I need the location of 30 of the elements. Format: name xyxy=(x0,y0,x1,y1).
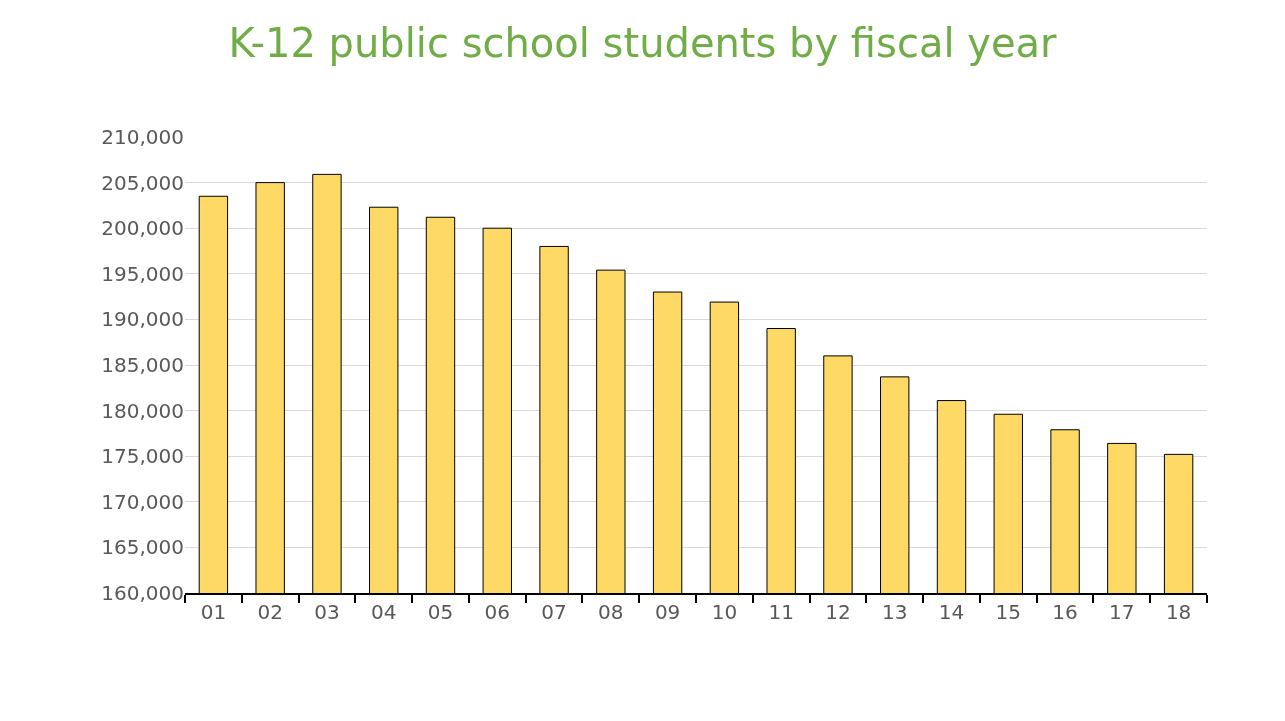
y-tick-label: 195,000 xyxy=(101,261,184,286)
x-tick-label: 14 xyxy=(938,600,965,624)
x-tick-label: 05 xyxy=(427,600,454,624)
x-tick-label: 02 xyxy=(257,600,283,624)
x-tick-label: 11 xyxy=(768,600,794,624)
y-tick-label: 205,000 xyxy=(101,170,184,195)
x-tick-label: 03 xyxy=(314,600,340,624)
y-tick-label: 185,000 xyxy=(101,353,184,377)
y-tick-label: 165,000 xyxy=(101,535,184,560)
chart-title: K-12 public school students by fiscal year xyxy=(228,20,1058,67)
y-tick-label: 175,000 xyxy=(101,444,184,469)
x-tick-label: 17 xyxy=(1109,600,1135,624)
x-tick-label: 08 xyxy=(598,600,624,624)
x-tick-label: 12 xyxy=(825,600,851,624)
x-tick-label: 06 xyxy=(484,600,511,624)
y-tick-label: 190,000 xyxy=(101,307,184,332)
y-tick-label: 210,000 xyxy=(101,125,184,149)
y-tick-label: 170,000 xyxy=(101,489,184,514)
x-tick-label: 18 xyxy=(1165,600,1192,624)
x-tick-label: 09 xyxy=(654,600,681,624)
x-tick-label: 07 xyxy=(541,600,567,624)
x-tick-label: 10 xyxy=(711,600,738,624)
y-tick-label: 200,000 xyxy=(101,216,184,241)
x-tick-label: 04 xyxy=(370,600,397,624)
y-tick-label: 180,000 xyxy=(101,398,184,423)
y-tick-label: 160,000 xyxy=(101,581,184,605)
x-tick-label: 16 xyxy=(1052,600,1078,624)
x-tick-label: 13 xyxy=(881,600,908,624)
x-tick-label: 01 xyxy=(200,600,227,624)
x-tick-label: 15 xyxy=(995,600,1022,624)
